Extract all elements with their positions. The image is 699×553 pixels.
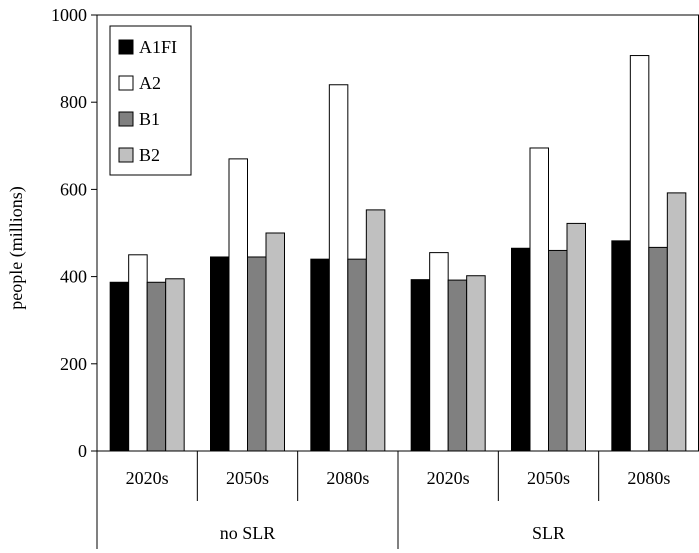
legend-swatch-a1fi bbox=[118, 39, 134, 55]
bar-a1fi-5 bbox=[511, 247, 531, 452]
bar-b2-4 bbox=[466, 275, 486, 452]
y-tick-label-800: 800 bbox=[60, 92, 87, 112]
bar-a1fi-2 bbox=[210, 256, 230, 452]
bar-a2-5 bbox=[529, 147, 549, 452]
y-tick-label-400: 400 bbox=[60, 267, 87, 287]
bar-b1-5 bbox=[548, 249, 568, 452]
legend-swatch-b1 bbox=[118, 111, 134, 127]
y-axis: 0 200 400 600 800 1000 bbox=[51, 5, 98, 461]
x-category-label-1: 2020s bbox=[126, 468, 169, 488]
bar-b2-6 bbox=[666, 192, 687, 452]
legend-swatch-a2 bbox=[118, 75, 134, 91]
bar-a1fi-1 bbox=[109, 281, 130, 452]
bar-b2-5 bbox=[566, 222, 586, 452]
legend-label-b1: B1 bbox=[139, 109, 160, 129]
x-group-label-2: SLR bbox=[532, 523, 565, 543]
x-group-label-1: no SLR bbox=[220, 523, 276, 543]
bar-a1fi-6 bbox=[611, 240, 631, 452]
bar-b1-6 bbox=[648, 246, 668, 452]
y-axis-label: people (millions) bbox=[6, 186, 27, 309]
legend-label-a2: A2 bbox=[139, 73, 161, 93]
bar-a2-2 bbox=[228, 158, 248, 452]
bar-b1-1 bbox=[146, 281, 167, 452]
legend-label-b2: B2 bbox=[139, 145, 160, 165]
bar-b1-3 bbox=[347, 258, 367, 452]
bar-b1-4 bbox=[447, 279, 468, 452]
bar-a2-6 bbox=[629, 55, 650, 452]
x-category-label-5: 2050s bbox=[527, 468, 570, 488]
x-axis: 2020s 2050s 2080s 2020s 2050s 2080s no SLR SLR bbox=[96, 450, 699, 549]
bar-b2-2 bbox=[265, 232, 285, 452]
x-category-label-2: 2050s bbox=[226, 468, 269, 488]
legend: A1FI A2 B1 B2 bbox=[109, 25, 192, 176]
bar-a1fi-3 bbox=[310, 258, 330, 452]
x-category-label-6: 2080s bbox=[627, 468, 670, 488]
bar-a2-4 bbox=[429, 252, 449, 452]
y-tick-label-0: 0 bbox=[78, 441, 87, 461]
bar-b2-3 bbox=[365, 209, 386, 452]
y-tick-label-1000: 1000 bbox=[51, 5, 87, 25]
y-tick-label-200: 200 bbox=[60, 354, 87, 374]
legend-swatch-b2 bbox=[118, 147, 134, 163]
bar-a2-1 bbox=[128, 254, 148, 452]
y-tick-label-600: 600 bbox=[60, 179, 87, 199]
x-category-label-4: 2020s bbox=[427, 468, 470, 488]
bar-b1-2 bbox=[247, 256, 267, 452]
x-category-label-3: 2080s bbox=[326, 468, 369, 488]
legend-label-a1fi: A1FI bbox=[139, 37, 177, 57]
bar-a1fi-4 bbox=[410, 279, 431, 452]
bar-a2-3 bbox=[328, 84, 349, 452]
bar-b2-1 bbox=[165, 278, 185, 452]
bars-layer bbox=[109, 55, 687, 452]
